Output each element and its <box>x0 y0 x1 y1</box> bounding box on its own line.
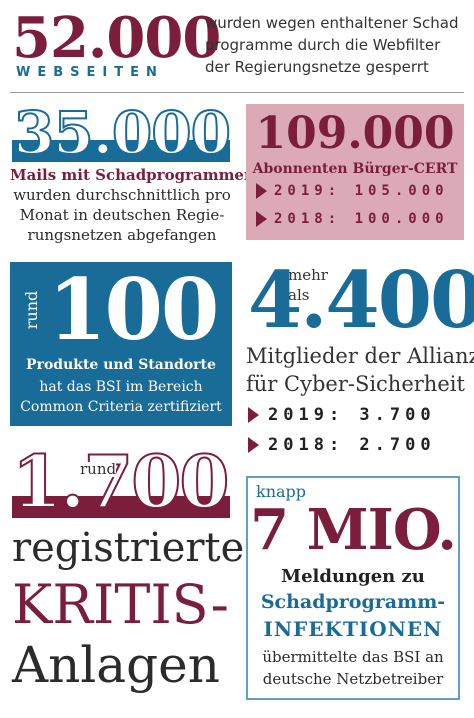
heading: Produkte und Standorte <box>26 357 216 373</box>
text-line: wurden wegen enthaltener Schad <box>205 14 459 32</box>
big-number: 109.000 <box>255 108 455 159</box>
text-line: der Regierungsnetze gesperrt <box>205 58 429 76</box>
prefix: knapp <box>256 482 307 501</box>
text-line: rungsnetzen abgefangen <box>27 226 217 244</box>
stat-row: 2019: 105.000 <box>274 183 449 199</box>
unit: WEBSEITEN <box>16 65 164 80</box>
prefix: mehr <box>288 266 328 284</box>
prefix: rund <box>80 460 117 478</box>
heading: Mails mit Schadprogrammen <box>10 166 255 184</box>
arrow <box>248 407 259 423</box>
big-number: 35.000 <box>13 99 232 167</box>
big-number: 4.400 <box>248 255 474 346</box>
text-line: KRITIS- <box>12 573 229 636</box>
prefix: rund <box>22 290 41 330</box>
text-line: wurden durchschnittlich pro <box>13 186 231 204</box>
heading: Meldungen zu <box>281 566 425 587</box>
big-number: 52.000 <box>12 5 221 71</box>
arrow <box>256 183 267 199</box>
heading: INFEKTIONEN <box>263 617 443 641</box>
text-line: deutsche Netzbetreiber <box>262 670 444 688</box>
text-line: Monat in deutschen Regie- <box>19 206 225 224</box>
heading: Schadprogramm- <box>260 591 446 613</box>
text-line: Anlagen <box>12 636 220 694</box>
bordered-box <box>246 476 460 700</box>
divider <box>10 92 464 93</box>
big-number: 100 <box>48 260 219 359</box>
big-number: 7 MIO. <box>250 497 457 563</box>
text-line: Common Criteria zertifiziert <box>20 399 222 415</box>
prefix: als <box>288 286 310 304</box>
text-line: registrierte <box>12 525 245 571</box>
arrow <box>256 211 267 227</box>
accent-bar <box>12 140 230 162</box>
blue-box <box>10 262 232 426</box>
text-line: programme durch die Webfilter <box>205 36 441 54</box>
text-line: Mitglieder der Allianz <box>246 344 474 368</box>
big-number: 1.700 <box>11 439 230 524</box>
heading: Abonnenten Bürger-CERT <box>252 161 458 177</box>
stat-row: 2018: 2.700 <box>268 435 436 455</box>
arrow <box>248 437 259 453</box>
text-line: für Cyber-Sicherheit <box>246 372 465 396</box>
stat-row: 2018: 100.000 <box>274 211 449 227</box>
text-line: hat das BSI im Bereich <box>39 379 203 395</box>
accent-bar <box>12 496 230 518</box>
pink-box <box>246 104 464 240</box>
text-line: übermittelte das BSI an <box>262 648 444 666</box>
stat-row: 2019: 3.700 <box>268 405 436 425</box>
